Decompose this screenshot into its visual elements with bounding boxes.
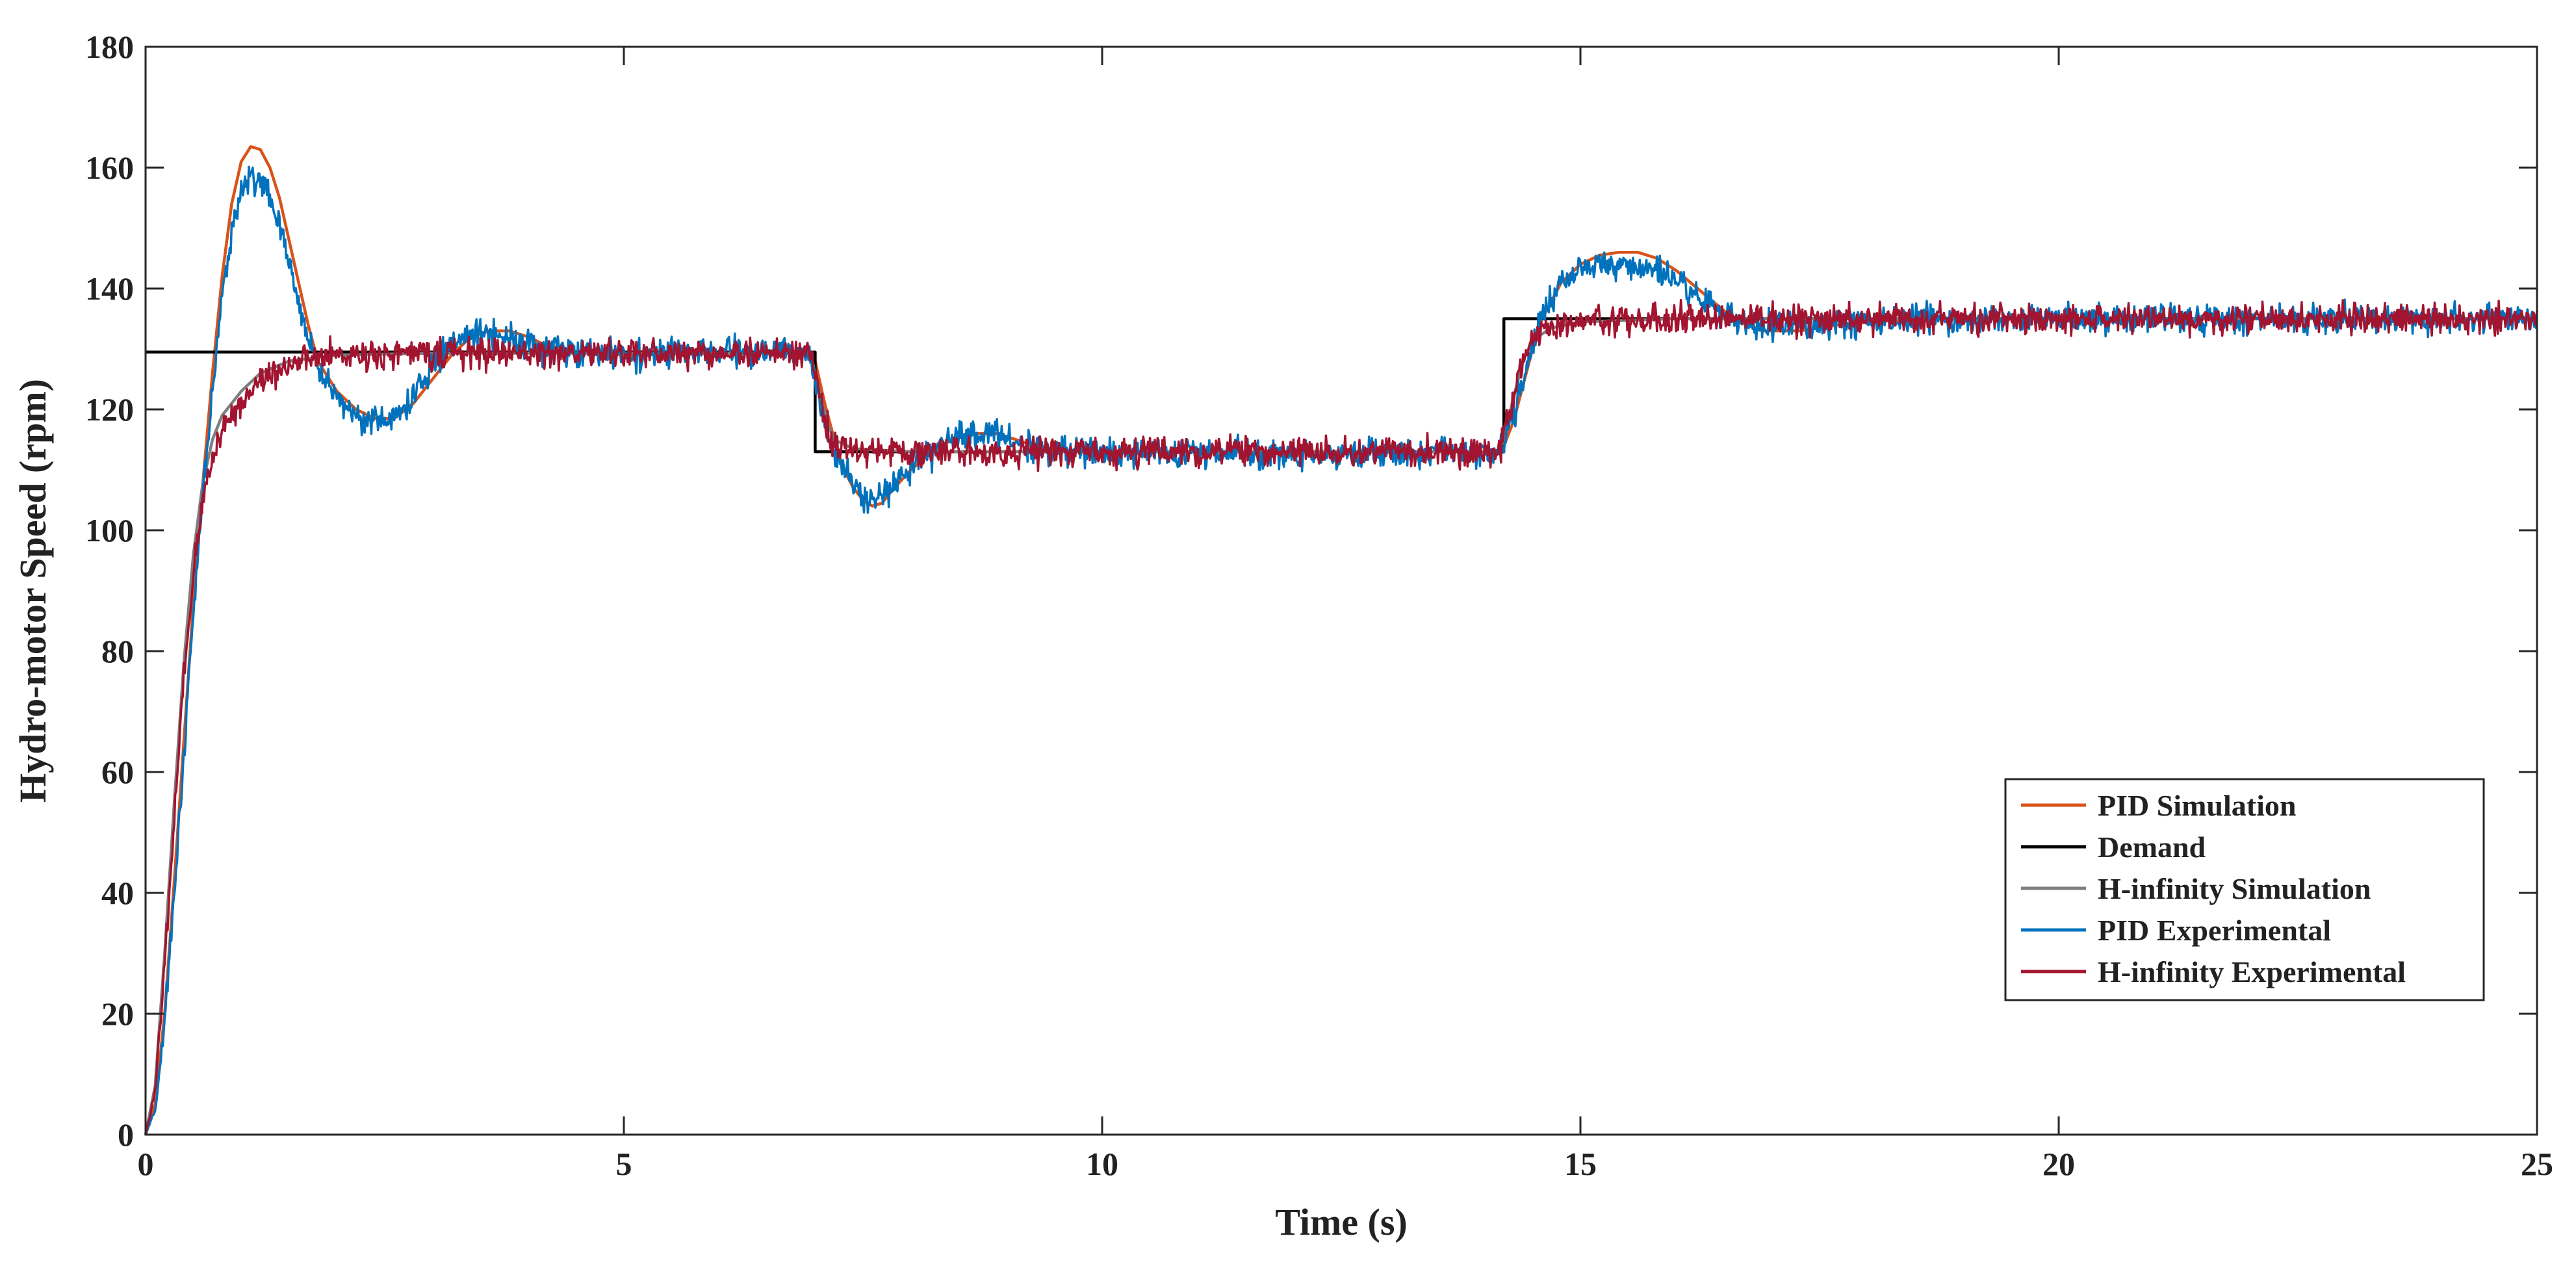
legend-label-pid-experimental: PID Experimental [2098,914,2331,947]
legend-label-pid-simulation: PID Simulation [2098,789,2296,822]
y-tick-label: 20 [101,996,134,1032]
y-tick-label: 140 [85,270,134,307]
series-layer [144,145,2538,1135]
x-tick-label: 25 [2521,1146,2553,1182]
x-tick-label: 5 [616,1146,632,1182]
y-tick-label: 120 [85,391,134,428]
legend: PID Simulation Demand H-infinity Simulatio… [2004,778,2485,1001]
x-tick-label: 15 [1564,1146,1597,1182]
y-tick-label: 80 [101,633,134,669]
y-tick-label: 60 [101,754,134,790]
y-tick-label: 180 [85,29,134,65]
legend-label-demand: Demand [2098,831,2206,864]
series-line-h-infinity-experimental [144,299,2538,1135]
x-tick-label: 10 [1086,1146,1118,1182]
x-tick-label: 20 [2042,1146,2075,1182]
x-tick-label: 0 [138,1146,154,1182]
y-tick-label: 40 [101,875,134,911]
legend-label-h-infinity-simulation: H-infinity Simulation [2098,872,2371,905]
y-tick-label: 160 [85,149,134,186]
y-axis-label: Hydro-motor Speed (rpm) [12,379,54,803]
y-tick-label: 100 [85,512,134,548]
y-tick-label: 0 [118,1116,134,1153]
tick-layer: 0 5 10 15 20 25 0 20 40 60 80 100 120 140 160 180 [85,29,2553,1182]
x-axis-label: Time (s) [1275,1201,1408,1243]
plot-frame [144,45,2538,1136]
legend-label-h-infinity-experimental: H-infinity Experimental [2098,955,2406,988]
